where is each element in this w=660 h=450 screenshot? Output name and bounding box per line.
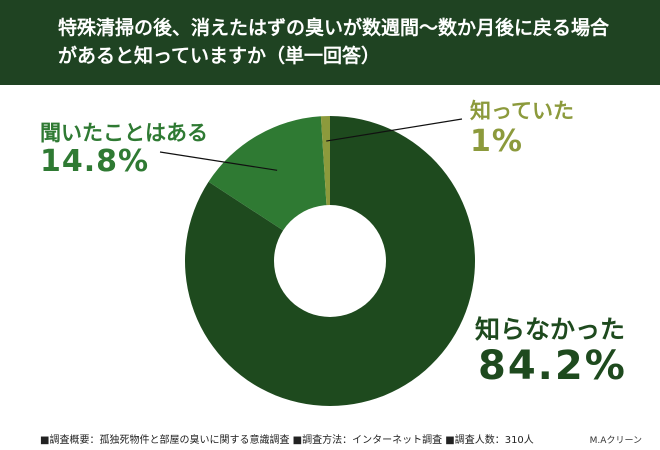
chart-title: 特殊清掃の後、消えたはずの臭いが数週間〜数か月後に戻る場合があると知っていますか… <box>58 17 610 67</box>
label-didnt-know-value: 84.2% <box>478 343 627 389</box>
leader-line-knew <box>326 118 463 142</box>
donut-hole <box>274 205 386 317</box>
label-heard-value: 14.8% <box>40 144 150 179</box>
label-knew-value: 1% <box>470 124 523 159</box>
title-bar: 特殊清掃の後、消えたはずの臭いが数週間〜数か月後に戻る場合があると知っていますか… <box>0 0 660 85</box>
leader-line-heard <box>159 151 278 171</box>
survey-footnote: ■調査概要：孤独死物件と部屋の臭いに関する意識調査 ■調査方法：インターネット調… <box>40 435 534 446</box>
credit-label: M.Aクリーン <box>589 436 642 446</box>
label-knew-name: 知っていた <box>470 99 574 123</box>
label-didnt-know-name: 知らなかった <box>475 315 626 344</box>
label-heard-name: 聞いたことはある <box>40 121 208 145</box>
